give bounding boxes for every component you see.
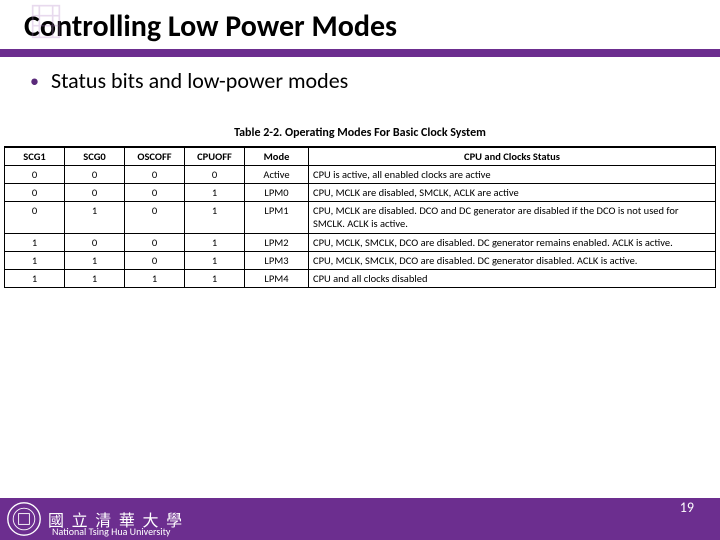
table-row: 1001LPM2CPU, MCLK, SMCLK, DCO are disabl… (5, 233, 716, 251)
value-cell: LPM3 (245, 251, 309, 269)
table-header-cell: SCG1 (5, 147, 65, 166)
value-cell: 0 (125, 166, 185, 184)
value-cell: 0 (125, 233, 185, 251)
table-header-cell: CPU and Clocks Status (309, 147, 716, 166)
value-cell: 1 (185, 202, 245, 233)
table-header-cell: OSCOFF (125, 147, 185, 166)
value-cell: LPM4 (245, 269, 309, 287)
value-cell: 1 (65, 251, 125, 269)
nthu-seal-icon (6, 501, 42, 537)
footer-bar: 國 立 清 華 大 學 National Tsing Hua Universit… (0, 498, 720, 540)
bullet-item: • Status bits and low-power modes (0, 57, 720, 98)
nthu-logo-watermark (28, 4, 64, 44)
value-cell: 0 (125, 202, 185, 233)
value-cell: 1 (125, 269, 185, 287)
table-header-row: SCG1SCG0OSCOFFCPUOFFModeCPU and Clocks S… (5, 147, 716, 166)
value-cell: 0 (65, 233, 125, 251)
value-cell: 1 (5, 251, 65, 269)
value-cell: 0 (65, 184, 125, 202)
table-row: 0001LPM0CPU, MCLK are disabled, SMCLK, A… (5, 184, 716, 202)
value-cell: 0 (5, 166, 65, 184)
status-cell: CPU, MCLK are disabled. DCO and DC gener… (309, 202, 716, 233)
value-cell: LPM1 (245, 202, 309, 233)
status-cell: CPU, MCLK, SMCLK, DCO are disabled. DC g… (309, 251, 716, 269)
status-cell: CPU and all clocks disabled (309, 269, 716, 287)
value-cell: LPM0 (245, 184, 309, 202)
value-cell: 1 (185, 233, 245, 251)
value-cell: 1 (65, 269, 125, 287)
value-cell: LPM2 (245, 233, 309, 251)
title-underline (0, 49, 720, 57)
table-header-cell: CPUOFF (185, 147, 245, 166)
table-header-cell: SCG0 (65, 147, 125, 166)
table-row: 1101LPM3CPU, MCLK, SMCLK, DCO are disabl… (5, 251, 716, 269)
table-caption: Table 2-2. Operating Modes For Basic Clo… (0, 126, 720, 140)
value-cell: 0 (65, 166, 125, 184)
value-cell: 1 (185, 269, 245, 287)
value-cell: 0 (5, 184, 65, 202)
value-cell: 0 (185, 166, 245, 184)
value-cell: 1 (65, 202, 125, 233)
modes-table: SCG1SCG0OSCOFFCPUOFFModeCPU and Clocks S… (4, 146, 716, 288)
bullet-text: Status bits and low-power modes (51, 67, 348, 94)
modes-table-wrap: SCG1SCG0OSCOFFCPUOFFModeCPU and Clocks S… (0, 146, 720, 288)
value-cell: 0 (125, 184, 185, 202)
value-cell: Active (245, 166, 309, 184)
value-cell: 0 (5, 202, 65, 233)
bullet-dot-icon: • (30, 70, 39, 92)
value-cell: 0 (125, 251, 185, 269)
value-cell: 1 (185, 251, 245, 269)
table-header-cell: Mode (245, 147, 309, 166)
table-row: 0101LPM1CPU, MCLK are disabled. DCO and … (5, 202, 716, 233)
status-cell: CPU, MCLK are disabled, SMCLK, ACLK are … (309, 184, 716, 202)
value-cell: 1 (185, 184, 245, 202)
footer-university-en: National Tsing Hua University (52, 525, 170, 538)
table-body: 0000ActiveCPU is active, all enabled clo… (5, 166, 716, 288)
table-row: 0000ActiveCPU is active, all enabled clo… (5, 166, 716, 184)
value-cell: 1 (5, 269, 65, 287)
page-number: 19 (680, 499, 694, 516)
status-cell: CPU is active, all enabled clocks are ac… (309, 166, 716, 184)
value-cell: 1 (5, 233, 65, 251)
slide-title: Controlling Low Power Modes (0, 0, 720, 49)
table-row: 1111LPM4CPU and all clocks disabled (5, 269, 716, 287)
status-cell: CPU, MCLK, SMCLK, DCO are disabled. DC g… (309, 233, 716, 251)
